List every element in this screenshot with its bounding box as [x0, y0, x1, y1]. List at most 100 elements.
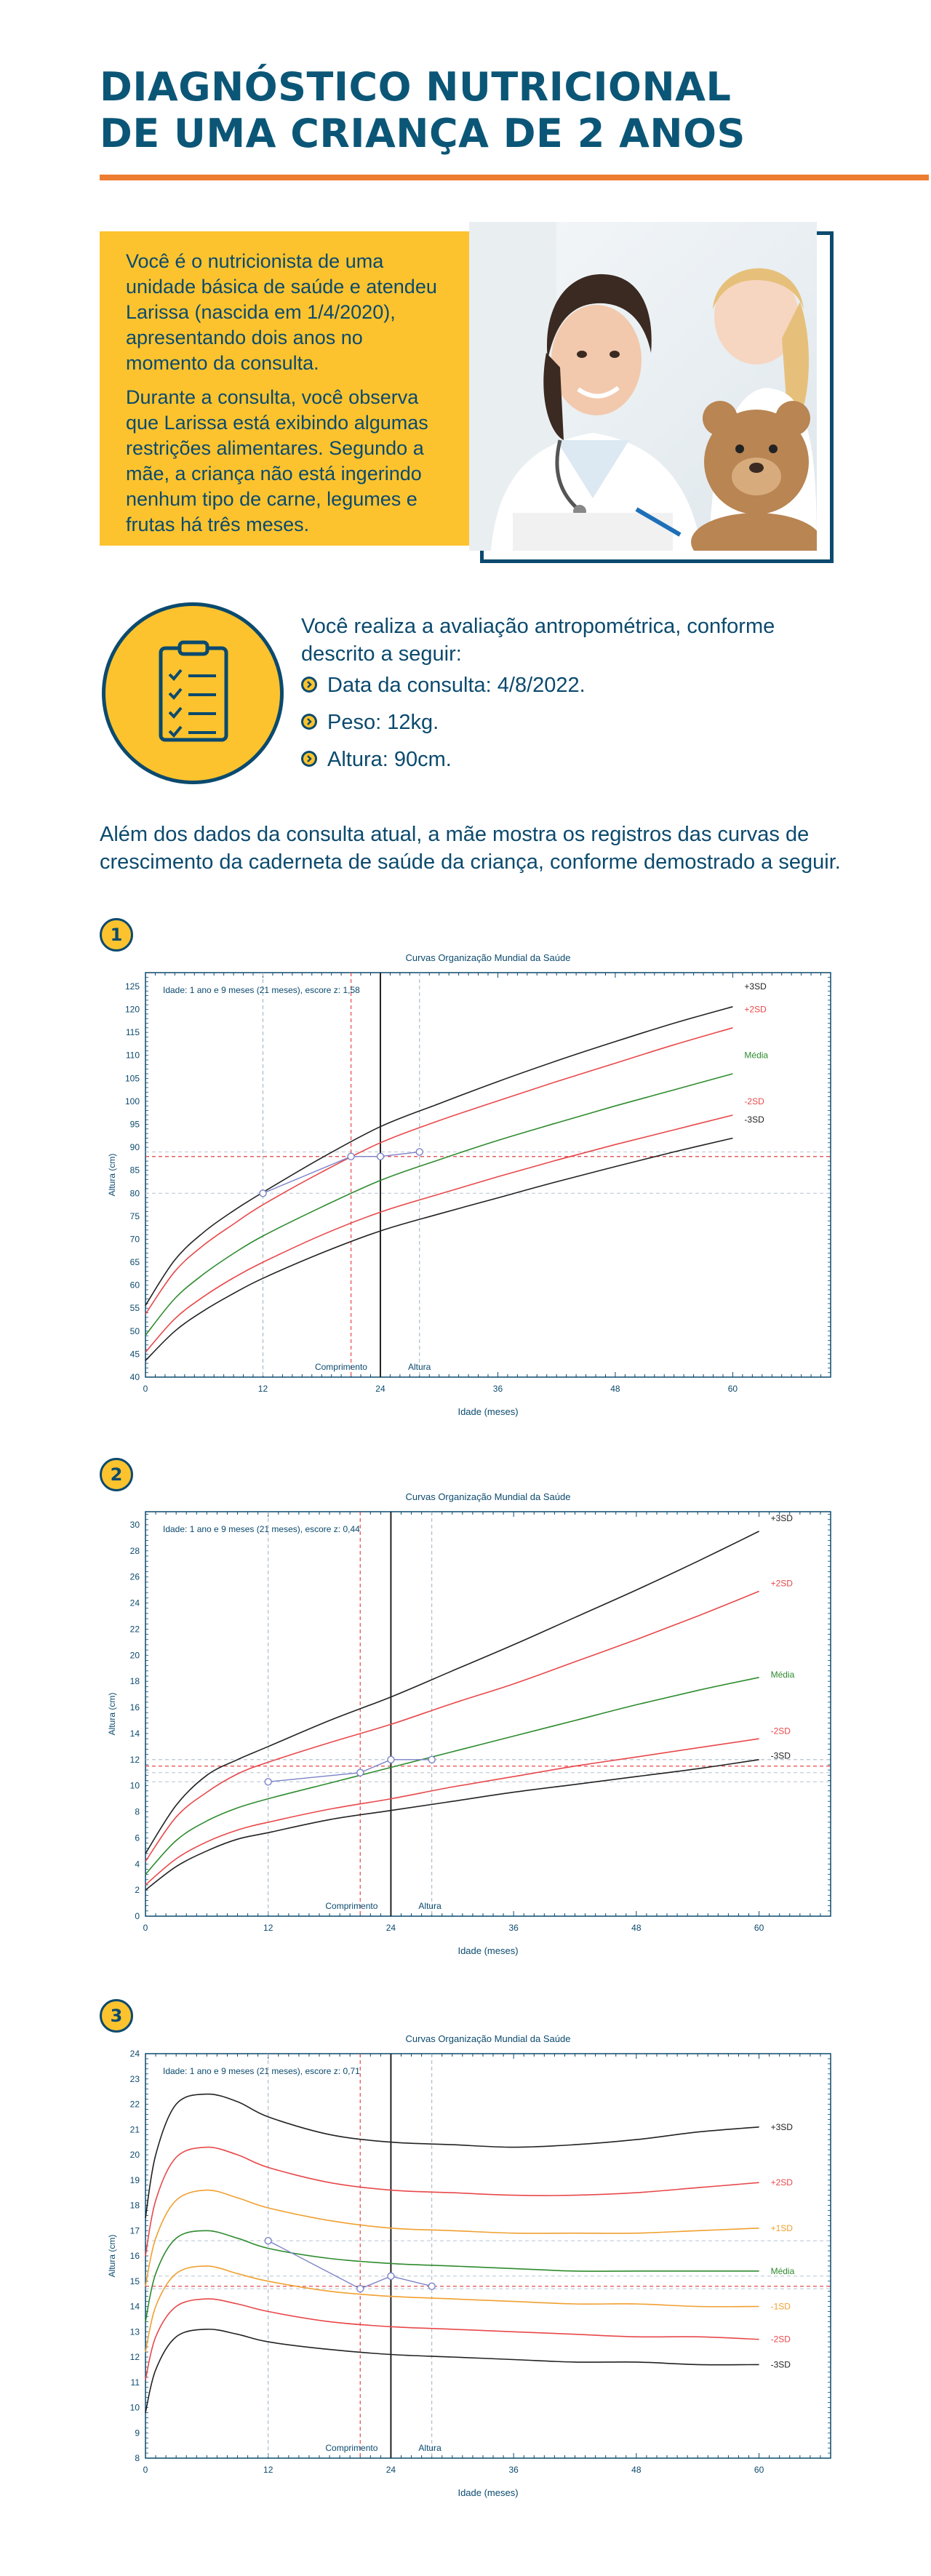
- chart-title: Curvas Organização Mundial da Saúde: [406, 952, 571, 963]
- curve--2SD: [145, 1738, 759, 1886]
- x-tick-label: 12: [263, 2465, 273, 2475]
- scenario-box: Você é o nutricionista de uma unidade bá…: [100, 231, 471, 546]
- zone-label-length: Comprimento: [325, 1901, 377, 1911]
- y-tick-label: 18: [130, 1676, 140, 1686]
- title-underline: [100, 175, 929, 180]
- y-tick-label: 21: [130, 2124, 140, 2134]
- x-tick-label: 24: [386, 1923, 396, 1933]
- chevron-circle-icon: [301, 677, 317, 693]
- y-tick-label: 45: [130, 1349, 140, 1359]
- x-axis-label: Idade (meses): [457, 2487, 518, 2498]
- chart-number-badge-3: 3: [100, 1999, 133, 2033]
- y-axis-label: Altura (cm): [107, 1693, 117, 1736]
- patient-point: [259, 1189, 267, 1197]
- x-tick-label: 36: [493, 1384, 503, 1394]
- zone-label-length: Comprimento: [325, 2443, 377, 2453]
- y-tick-label: 10: [130, 1781, 140, 1791]
- patient-point: [347, 1152, 355, 1160]
- y-tick-label: 24: [130, 2049, 140, 2059]
- series-label: -3SD: [771, 2359, 791, 2369]
- x-tick-label: 0: [143, 1384, 148, 1394]
- y-tick-label: 14: [130, 1728, 140, 1739]
- doctor-with-child-photo: [469, 222, 817, 551]
- series-label: -2SD: [744, 1096, 764, 1106]
- chevron-circle-icon: [301, 714, 317, 730]
- patient-point: [356, 1768, 364, 1777]
- y-tick-label: 11: [131, 2377, 140, 2388]
- y-tick-label: 22: [130, 2100, 140, 2110]
- y-tick-label: 60: [130, 1280, 140, 1291]
- x-tick-label: 60: [728, 1384, 738, 1394]
- zone-label-height: Altura: [418, 2443, 441, 2453]
- y-tick-label: 16: [130, 2251, 140, 2261]
- y-tick-label: 24: [130, 1598, 140, 1608]
- assessment-item-text: Peso: 12kg.: [327, 711, 439, 734]
- y-tick-label: 13: [130, 2326, 140, 2337]
- y-tick-label: 120: [125, 1005, 140, 1015]
- x-tick-label: 24: [386, 2465, 396, 2475]
- chart-number-badge-2: 2: [100, 1458, 133, 1491]
- zone-label-length: Comprimento: [315, 1362, 367, 1372]
- patient-trajectory: [268, 1759, 432, 1782]
- series-label: +3SD: [771, 2122, 794, 2132]
- y-tick-label: 14: [130, 2302, 140, 2312]
- assessment-intro: Você realiza a avaliação antropométrica,…: [301, 615, 775, 666]
- y-tick-label: 55: [130, 1303, 140, 1313]
- y-tick-label: 80: [130, 1188, 140, 1198]
- curve--3SD: [145, 1137, 733, 1361]
- y-tick-label: 4: [135, 1859, 140, 1869]
- series-label: +3SD: [744, 981, 767, 992]
- patient-point: [387, 1755, 395, 1763]
- series-label: -2SD: [771, 1726, 791, 1736]
- patient-point: [428, 2282, 436, 2290]
- curve--2SD: [145, 1114, 733, 1353]
- scenario-paragraph-1: Você é o nutricionista de uma unidade bá…: [126, 250, 437, 374]
- y-tick-label: 6: [135, 1833, 140, 1843]
- plot-area: [145, 2053, 831, 2459]
- curve-Média: [145, 2230, 759, 2322]
- y-tick-label: 22: [130, 1624, 140, 1634]
- x-tick-label: 36: [508, 1923, 519, 1933]
- assessment-item: Peso: 12kg.: [301, 710, 586, 747]
- chart-annotation: Idade: 1 ano e 9 meses (21 meses), escor…: [163, 2066, 360, 2076]
- title-line-1: DIAGNÓSTICO NUTRICIONAL: [100, 64, 732, 110]
- x-tick-label: 12: [263, 1923, 273, 1933]
- series-label: -3SD: [771, 1750, 791, 1760]
- y-tick-label: 8: [135, 2453, 140, 2463]
- y-tick-label: 20: [130, 1650, 140, 1660]
- assessment-item: Altura: 90cm.: [301, 747, 586, 784]
- y-tick-label: 8: [135, 1807, 140, 1817]
- patient-point: [428, 1755, 436, 1763]
- weight-for-age-chart: Curvas Organização Mundial da Saúde 0 12 24…: [95, 1481, 836, 1976]
- curve-Média: [145, 1677, 759, 1875]
- y-tick-label: 75: [130, 1211, 140, 1221]
- series-label: Média: [744, 1050, 768, 1061]
- y-tick-label: 0: [135, 1911, 140, 1921]
- patient-point: [264, 2236, 272, 2245]
- curve--3SD: [145, 1759, 759, 1891]
- y-tick-label: 19: [130, 2175, 140, 2185]
- curve--3SD: [145, 2328, 759, 2413]
- series-label: +3SD: [771, 1513, 794, 1523]
- series-label: +1SD: [771, 2223, 794, 2233]
- assessment-list: Data da consulta: 4/8/2022. Peso: 12kg. …: [301, 673, 586, 784]
- page-title: DIAGNÓSTICO NUTRICIONAL DE UMA CRIANÇA D…: [100, 64, 746, 157]
- assessment-item-text: Altura: 90cm.: [327, 748, 452, 771]
- curve--1SD: [145, 2265, 759, 2353]
- frame-ticks: [145, 972, 831, 1378]
- patient-point: [415, 1148, 423, 1156]
- y-tick-label: 115: [126, 1027, 140, 1037]
- plot-area: [145, 1511, 831, 1917]
- y-tick-label: 16: [130, 1702, 140, 1712]
- x-axis-label: Idade (meses): [457, 1945, 518, 1956]
- series-label: +2SD: [771, 1579, 794, 1589]
- scenario-paragraph-2: Durante a consulta, você observa que Lar…: [126, 386, 428, 535]
- x-tick-label: 48: [610, 1384, 620, 1394]
- x-tick-label: 0: [143, 2465, 148, 2475]
- x-tick-label: 60: [754, 1923, 764, 1933]
- patient-trajectory: [263, 1151, 420, 1194]
- y-tick-label: 15: [130, 2276, 140, 2286]
- y-tick-label: 70: [130, 1234, 140, 1244]
- curve-+3SD: [145, 1531, 759, 1854]
